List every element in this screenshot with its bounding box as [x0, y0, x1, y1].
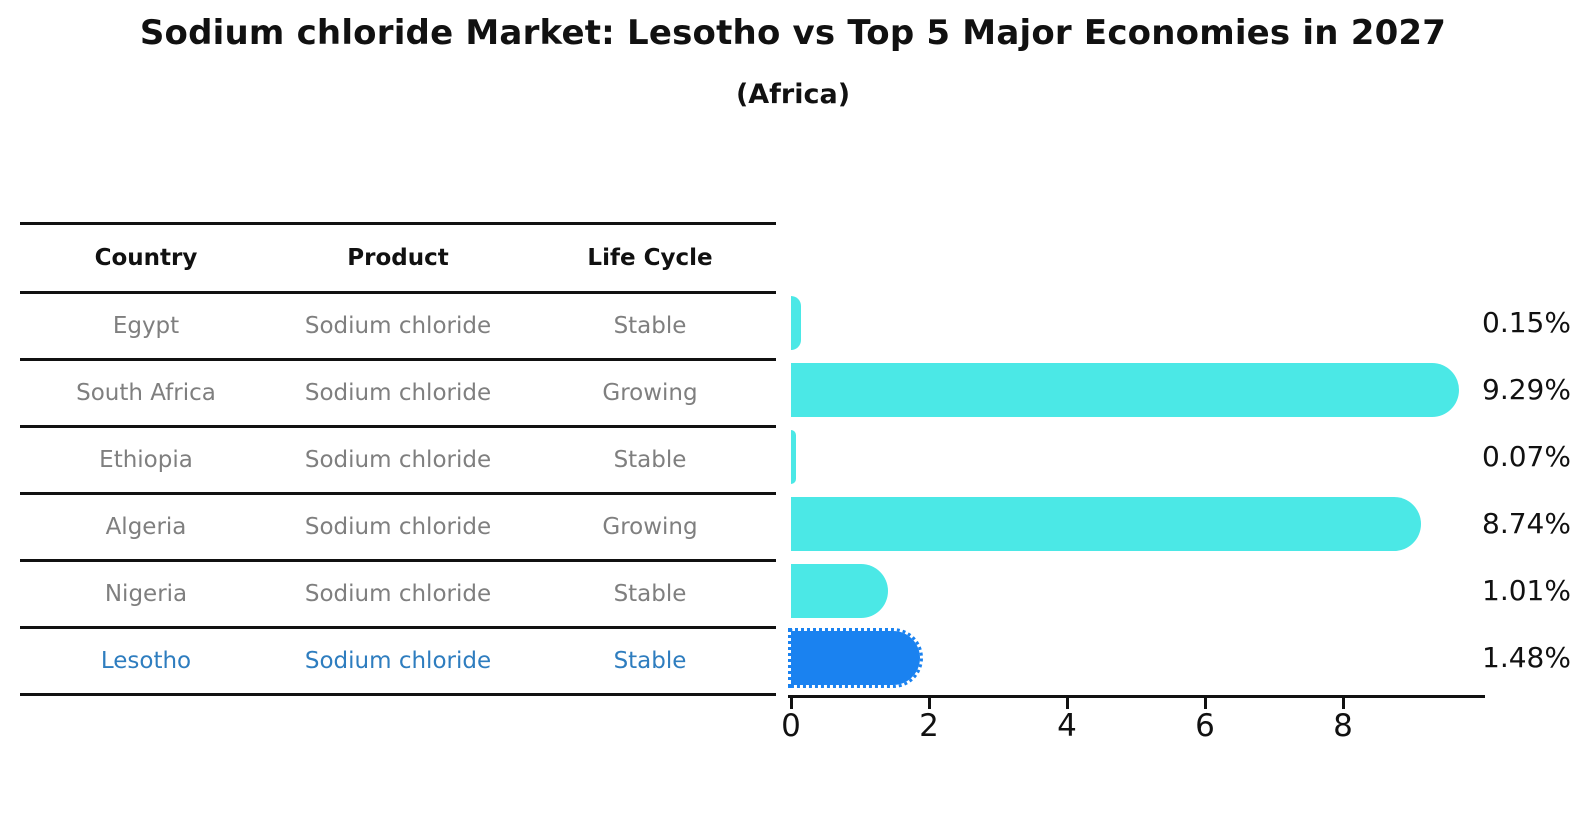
column-header-product: Product: [347, 245, 449, 271]
value-label-egypt: 0.15%: [1482, 306, 1571, 339]
x-tick-label-6: 6: [1195, 708, 1215, 744]
bar-lesotho: [787, 628, 924, 688]
bar-algeria: [791, 497, 1422, 551]
column-header-country: Country: [94, 245, 198, 271]
table-row-ethiopia: Ethiopia Sodium chloride Stable: [20, 428, 776, 495]
x-tick-0: [789, 698, 793, 709]
table-row-lesotho: Lesotho Sodium chloride Stable: [20, 629, 776, 696]
product-cell: Sodium chloride: [304, 447, 492, 473]
country-cell: Ethiopia: [99, 447, 193, 473]
table-row-algeria: Algeria Sodium chloride Growing: [20, 495, 776, 562]
table-row-egypt: Egypt Sodium chloride Stable: [20, 294, 776, 361]
lifecycle-cell: Growing: [602, 380, 698, 406]
x-tick-8: [1341, 698, 1345, 709]
product-cell: Sodium chloride: [304, 313, 492, 339]
product-cell: Sodium chloride: [304, 514, 492, 540]
x-tick-label-0: 0: [781, 708, 801, 744]
chart-subtitle: (Africa): [735, 79, 851, 110]
value-label-ethiopia: 0.07%: [1482, 440, 1571, 473]
value-label-nigeria: 1.01%: [1482, 574, 1571, 607]
x-tick-2: [927, 698, 931, 709]
bar-egypt: [791, 296, 802, 350]
lifecycle-cell: Stable: [613, 648, 687, 674]
x-tick-label-8: 8: [1333, 708, 1353, 744]
country-cell: South Africa: [76, 380, 216, 406]
product-cell: Sodium chloride: [304, 581, 492, 607]
lifecycle-cell: Stable: [613, 581, 687, 607]
country-cell: Algeria: [105, 514, 187, 540]
x-tick-label-2: 2: [919, 708, 939, 744]
product-cell: Sodium chloride: [304, 648, 492, 674]
lifecycle-cell: Stable: [613, 447, 687, 473]
chart-title: Sodium chloride Market: Lesotho vs Top 5…: [139, 13, 1447, 53]
lifecycle-cell: Stable: [613, 313, 687, 339]
column-header-lifecycle: Life Cycle: [587, 245, 713, 271]
x-tick-6: [1203, 698, 1207, 709]
lifecycle-cell: Growing: [602, 514, 698, 540]
country-cell: Egypt: [112, 313, 180, 339]
x-axis-line: [788, 695, 1485, 698]
value-label-south-africa: 9.29%: [1482, 373, 1571, 406]
country-table: Country Product Life Cycle Egypt Sodium …: [20, 222, 776, 696]
country-cell: Nigeria: [104, 581, 188, 607]
bar-nigeria: [791, 564, 888, 618]
value-label-lesotho: 1.48%: [1482, 641, 1571, 674]
x-tick-label-4: 4: [1057, 708, 1077, 744]
bar-ethiopia: [791, 430, 796, 484]
x-tick-4: [1065, 698, 1069, 709]
bar-chart: 0 2 4 6 8: [781, 0, 1586, 823]
value-label-algeria: 8.74%: [1482, 507, 1571, 540]
table-row-nigeria: Nigeria Sodium chloride Stable: [20, 562, 776, 629]
table-row-south-africa: South Africa Sodium chloride Growing: [20, 361, 776, 428]
table-header-row: Country Product Life Cycle: [20, 225, 776, 294]
bar-south-africa: [791, 363, 1459, 417]
product-cell: Sodium chloride: [304, 380, 492, 406]
country-cell: Lesotho: [100, 648, 192, 674]
